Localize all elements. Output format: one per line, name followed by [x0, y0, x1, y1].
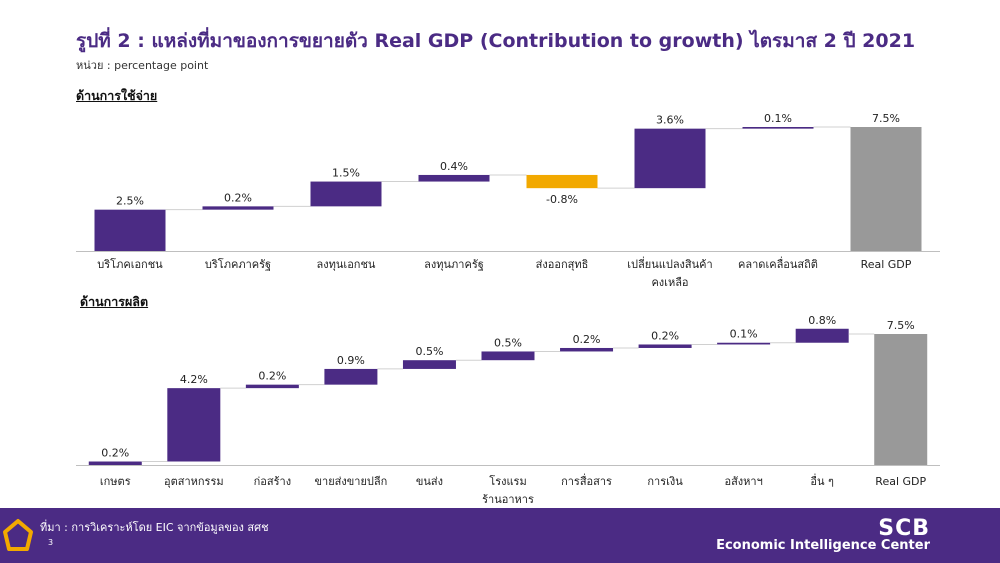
- exp-category-label: ส่งออกสุทธิ: [536, 258, 589, 271]
- exp-category-label: บริโภคภาครัฐ: [205, 257, 271, 271]
- prod-bar: [88, 461, 142, 465]
- prod-bar: [481, 351, 535, 361]
- prod-category-label: ร้านอาหาร: [482, 493, 534, 506]
- prod-category-label: การเงิน: [647, 475, 683, 488]
- exp-bar: [850, 127, 922, 251]
- prod-value-label: 0.5%: [415, 345, 443, 358]
- exp-bar: [634, 128, 706, 189]
- exp-category-label: คงเหลือ: [651, 276, 688, 289]
- prod-category-label: โรงแรม: [489, 474, 526, 488]
- prod-bar: [402, 360, 456, 369]
- prod-value-label: 7.5%: [887, 319, 915, 332]
- prod-category-label: การสื่อสาร: [561, 473, 612, 488]
- scb-logo-icon: [3, 519, 33, 551]
- prod-bar: [874, 334, 928, 465]
- exp-bar: [94, 209, 166, 251]
- prod-value-label: 0.2%: [651, 329, 679, 342]
- footer-bar: ที่มา : การวิเคราะห์โดย EIC จากข้อมูลของ…: [0, 508, 1000, 563]
- exp-value-label: 1.5%: [332, 167, 360, 180]
- prod-bar: [717, 342, 771, 345]
- production-section-label: ด้านการผลิต: [80, 294, 149, 309]
- unit-label: หน่วย : percentage point: [76, 59, 209, 72]
- prod-value-label: 0.1%: [730, 328, 758, 341]
- prod-value-label: 0.2%: [101, 447, 129, 460]
- eic-logo-text: Economic Intelligence Center: [716, 538, 930, 553]
- exp-bar: [742, 127, 814, 129]
- prod-category-label: เกษตร: [100, 475, 131, 488]
- prod-category-label: ขายส่งขายปลีก: [315, 475, 388, 488]
- exp-category-label: ลงทุนเอกชน: [317, 258, 376, 271]
- prod-value-label: 0.2%: [573, 333, 601, 346]
- expenditure-section-label: ด้านการใช้จ่าย: [76, 88, 158, 103]
- exp-value-label: 0.2%: [224, 191, 252, 204]
- prod-category-label: อื่น ๆ: [810, 473, 834, 488]
- prod-value-label: 0.8%: [808, 314, 836, 327]
- exp-value-label: -0.8%: [546, 193, 578, 206]
- prod-category-label: Real GDP: [875, 475, 926, 488]
- prod-bar: [167, 388, 221, 462]
- exp-bar: [418, 174, 490, 182]
- exp-category-label: Real GDP: [861, 258, 912, 271]
- exp-category-label: คลาดเคลื่อนสถิติ: [738, 256, 818, 271]
- prod-category-label: อสังหาฯ: [724, 475, 762, 488]
- waterfall-charts: 2.5% บริโภคเอกชน 0.2% บริโภคภาครัฐ 1.5% ลงทุน…: [76, 112, 940, 506]
- exp-category-label: ลงทุนภาครัฐ: [424, 258, 484, 271]
- source-note: ที่มา : การวิเคราะห์โดย EIC จากข้อมูลของ…: [40, 521, 269, 534]
- exp-bar: [202, 206, 274, 210]
- prod-value-label: 0.9%: [337, 354, 365, 367]
- exp-category-label: บริโภคเอกชน: [97, 257, 163, 271]
- prod-value-label: 4.2%: [180, 373, 208, 386]
- prod-bar: [638, 344, 692, 348]
- exp-bar: [526, 174, 598, 189]
- scb-logo-text: SCB: [878, 516, 930, 541]
- prod-bar: [324, 368, 378, 385]
- exp-category-label: เปลี่ยนแปลงสินค้า: [627, 256, 712, 271]
- exp-value-label: 7.5%: [872, 112, 900, 125]
- prod-category-label: ก่อสร้าง: [254, 475, 291, 488]
- exp-value-label: 0.1%: [764, 112, 792, 125]
- prod-bar: [245, 384, 299, 389]
- exp-value-label: 0.4%: [440, 160, 468, 173]
- exp-value-label: 2.5%: [116, 195, 144, 208]
- exp-bar: [310, 181, 382, 207]
- prod-bar: [560, 347, 614, 352]
- exp-value-label: 3.6%: [656, 114, 684, 127]
- prod-bar: [795, 328, 849, 343]
- chart-title: รูปที่ 2 : แหล่งที่มาของการขยายตัว Real …: [76, 30, 916, 52]
- page-number: 3: [48, 538, 54, 547]
- prod-category-label: อุตสาหกรรม: [164, 475, 224, 488]
- prod-category-label: ขนส่ง: [416, 475, 443, 488]
- prod-value-label: 0.5%: [494, 336, 522, 349]
- prod-value-label: 0.2%: [258, 370, 286, 383]
